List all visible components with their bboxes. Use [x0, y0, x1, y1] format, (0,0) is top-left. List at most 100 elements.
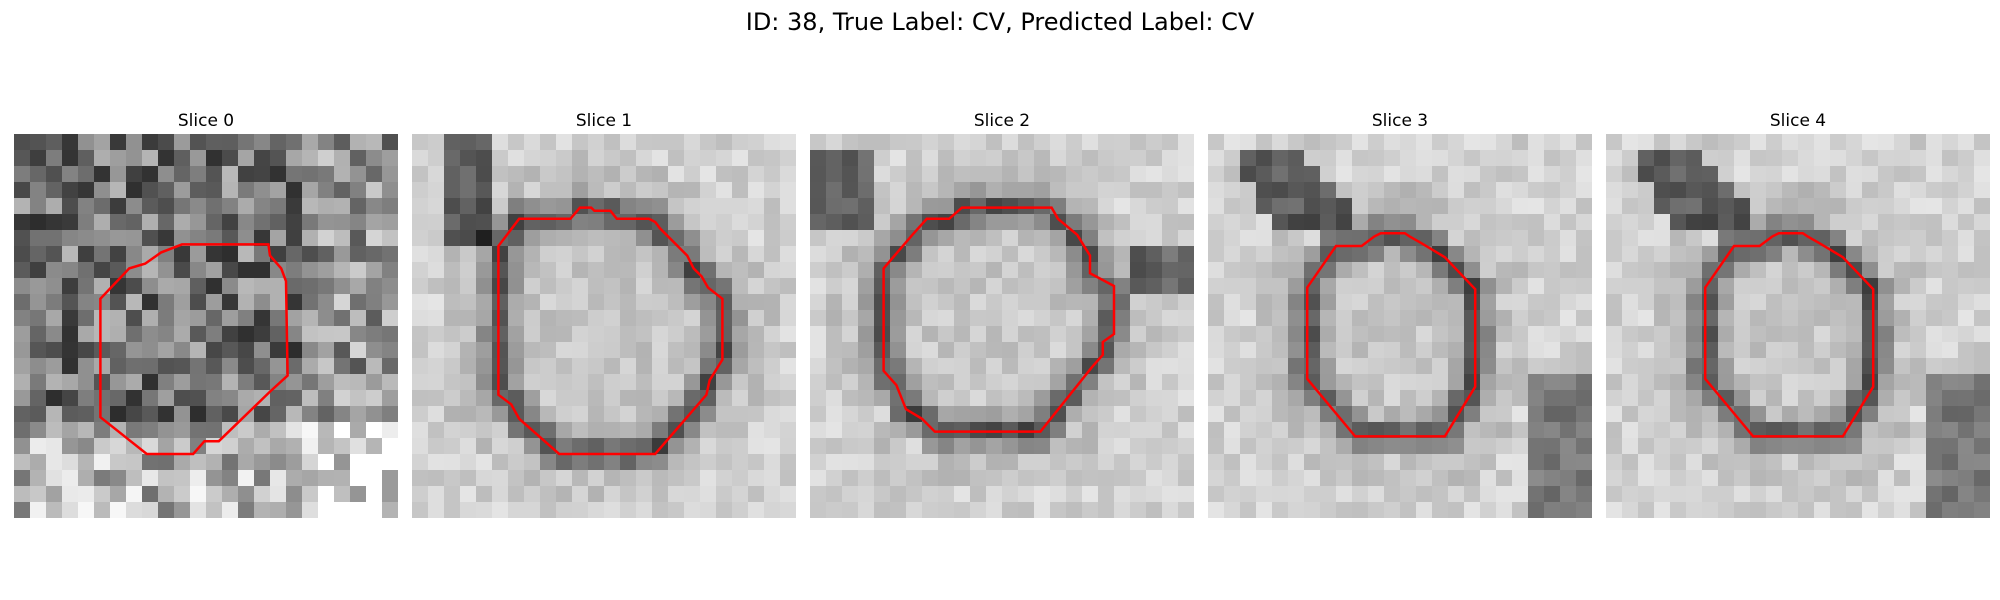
image-pixel	[1702, 406, 1719, 423]
image-pixel	[1942, 406, 1959, 423]
image-pixel	[588, 422, 605, 439]
image-pixel	[190, 390, 207, 407]
image-pixel	[254, 214, 271, 231]
image-pixel	[1958, 262, 1975, 279]
image-pixel	[174, 198, 191, 215]
image-pixel	[110, 246, 127, 263]
image-pixel	[1464, 502, 1481, 518]
image-pixel	[1208, 262, 1225, 279]
image-pixel	[1560, 470, 1577, 487]
image-pixel	[1528, 246, 1545, 263]
image-pixel	[270, 294, 287, 311]
image-pixel	[1766, 246, 1783, 263]
image-pixel	[1178, 390, 1194, 407]
image-pixel	[382, 278, 398, 295]
image-pixel	[1018, 214, 1035, 231]
image-pixel	[334, 230, 351, 247]
image-pixel	[1878, 214, 1895, 231]
image-pixel	[206, 310, 223, 327]
image-pixel	[1622, 342, 1639, 359]
image-pixel	[826, 294, 843, 311]
image-pixel	[1448, 454, 1465, 471]
image-pixel	[254, 326, 271, 343]
image-pixel	[842, 454, 859, 471]
image-pixel	[1018, 134, 1035, 151]
image-pixel	[366, 246, 383, 263]
image-pixel	[238, 390, 255, 407]
image-pixel	[1942, 358, 1959, 375]
image-pixel	[986, 470, 1003, 487]
image-pixel	[1496, 182, 1513, 199]
image-pixel	[1766, 470, 1783, 487]
image-pixel	[1496, 422, 1513, 439]
image-pixel	[1304, 198, 1321, 215]
image-pixel	[636, 166, 653, 183]
image-pixel	[1208, 182, 1225, 199]
image-pixel	[94, 214, 111, 231]
image-pixel	[206, 454, 223, 471]
image-pixel	[1528, 502, 1545, 518]
image-pixel	[588, 486, 605, 503]
image-pixel	[126, 470, 143, 487]
image-pixel	[1576, 310, 1592, 327]
image-pixel	[428, 438, 445, 455]
image-pixel	[142, 406, 159, 423]
image-pixel	[334, 342, 351, 359]
image-pixel	[1782, 326, 1799, 343]
image-pixel	[508, 470, 525, 487]
image-pixel	[826, 342, 843, 359]
image-pixel	[1416, 438, 1433, 455]
image-pixel	[190, 470, 207, 487]
image-pixel	[1256, 230, 1273, 247]
image-pixel	[302, 150, 319, 167]
image-pixel	[1814, 278, 1831, 295]
image-pixel	[716, 150, 733, 167]
image-pixel	[1448, 150, 1465, 167]
image-pixel	[238, 262, 255, 279]
image-pixel	[1224, 390, 1241, 407]
image-pixel	[732, 294, 749, 311]
image-pixel	[1146, 502, 1163, 518]
image-pixel	[1352, 262, 1369, 279]
image-pixel	[460, 502, 477, 518]
image-pixel	[1830, 358, 1847, 375]
image-pixel	[62, 182, 79, 199]
image-pixel	[780, 134, 796, 151]
image-pixel	[94, 278, 111, 295]
image-pixel	[1686, 486, 1703, 503]
image-pixel	[1480, 310, 1497, 327]
image-pixel	[14, 406, 31, 423]
image-pixel	[302, 166, 319, 183]
image-pixel	[412, 198, 429, 215]
image-pixel	[1448, 470, 1465, 487]
image-pixel	[1528, 310, 1545, 327]
image-pixel	[1942, 294, 1959, 311]
image-pixel	[30, 406, 47, 423]
image-pixel	[1702, 454, 1719, 471]
image-pixel	[1766, 406, 1783, 423]
image-pixel	[954, 134, 971, 151]
image-pixel	[1002, 454, 1019, 471]
image-pixel	[30, 294, 47, 311]
image-pixel	[732, 262, 749, 279]
image-pixel	[1050, 374, 1067, 391]
image-pixel	[1050, 326, 1067, 343]
image-pixel	[540, 326, 557, 343]
image-pixel	[1416, 294, 1433, 311]
image-pixel	[1958, 454, 1975, 471]
image-pixel	[1606, 166, 1623, 183]
image-pixel	[270, 198, 287, 215]
image-pixel	[190, 166, 207, 183]
image-pixel	[1002, 246, 1019, 263]
image-pixel	[366, 454, 383, 471]
image-pixel	[1974, 454, 1990, 471]
image-pixel	[334, 198, 351, 215]
image-pixel	[970, 134, 987, 151]
image-pixel	[1130, 422, 1147, 439]
image-pixel	[110, 166, 127, 183]
image-pixel	[906, 374, 923, 391]
image-pixel	[14, 214, 31, 231]
image-pixel	[652, 406, 669, 423]
image-pixel	[700, 294, 717, 311]
image-pixel	[1464, 134, 1481, 151]
